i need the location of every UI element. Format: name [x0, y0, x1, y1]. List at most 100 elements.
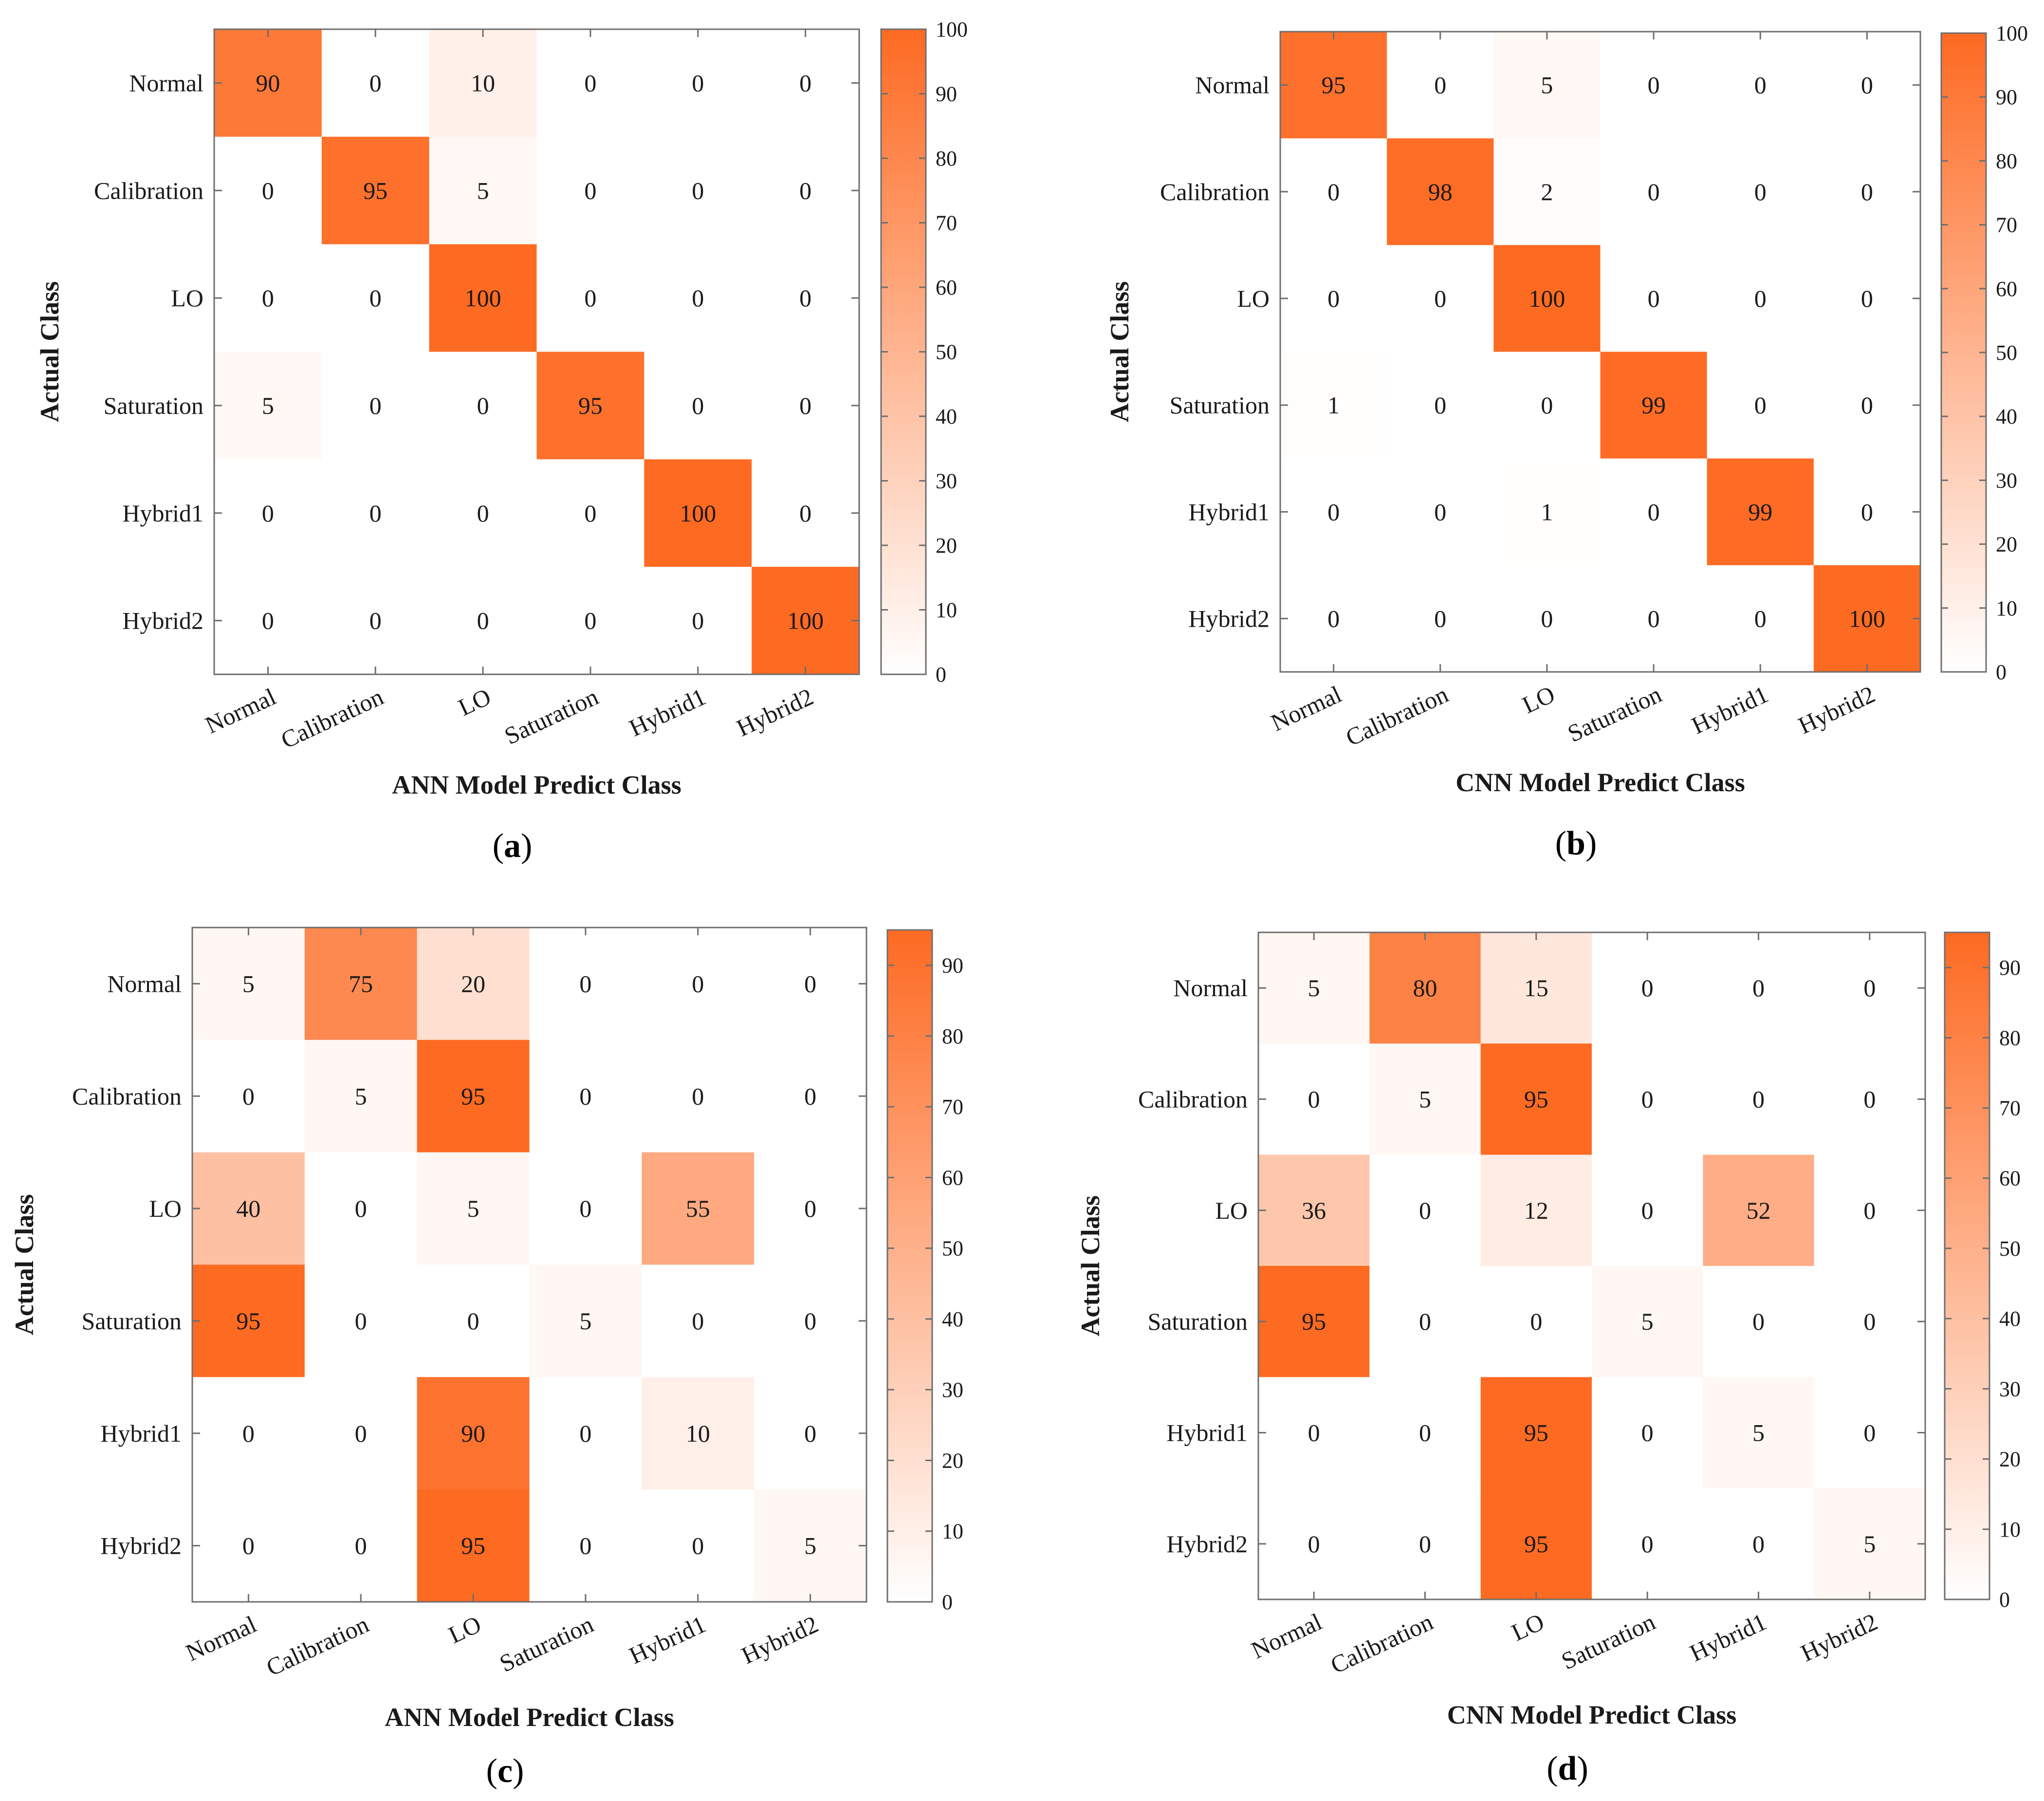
colorbar-tick-label: 40	[1999, 1307, 2021, 1331]
cell-r0-c1	[1369, 932, 1481, 1044]
cell-value-r3-c1: 0	[369, 392, 382, 419]
cell-r4-c0	[1258, 1377, 1370, 1489]
cell-r3-c0	[1258, 1266, 1370, 1377]
cell-r5-c3	[529, 1489, 642, 1602]
cell-value-r1-c3: 0	[579, 1082, 591, 1110]
colorbar-frame	[1944, 931, 1990, 1600]
cell-value-r0-c2: 5	[1541, 72, 1553, 99]
colorbar-tick-label: 50	[942, 1237, 963, 1261]
cell-value-r5-c3: 0	[1648, 605, 1660, 632]
cell-r3-c4	[644, 352, 752, 460]
cell-r3-c2	[429, 352, 537, 460]
cell-r5-c2	[417, 1489, 530, 1602]
cell-r5-c1	[304, 1489, 418, 1602]
x-tick-label: Hybrid2	[1794, 680, 1879, 739]
cell-value-r3-c5: 0	[1863, 1308, 1876, 1335]
cell-r4-c2	[1493, 458, 1601, 566]
cell-r0-c3	[1592, 932, 1703, 1044]
cell-value-r0-c3: 0	[584, 69, 596, 96]
cell-r5-c4	[1707, 565, 1814, 672]
cell-r1-c4	[644, 136, 752, 245]
cell-value-r0-c4: 0	[692, 970, 704, 997]
cell-r2-c5	[752, 244, 860, 352]
cell-r5-c0	[214, 567, 322, 675]
cell-r1-c1	[321, 136, 430, 245]
cell-value-r0-c1: 75	[349, 970, 373, 997]
cell-r0-c5	[1813, 32, 1921, 139]
y-tick-label: Hybrid2	[1188, 605, 1270, 632]
x-tick-label: Calibration	[276, 683, 387, 754]
cell-r1-c4	[1703, 1043, 1815, 1155]
cell-value-r3-c3: 99	[1641, 391, 1666, 419]
cell-r2-c4	[642, 1152, 755, 1265]
cell-r1-c1	[1369, 1043, 1481, 1155]
cell-value-r3-c2: 0	[477, 392, 489, 419]
cell-value-r4-c1: 0	[1434, 498, 1446, 525]
y-tick-label: LO	[149, 1195, 182, 1222]
cell-r1-c0	[214, 136, 322, 245]
cell-r3-c3	[1600, 352, 1708, 459]
cell-value-r5-c2: 95	[461, 1532, 485, 1560]
cell-r4-c1	[1369, 1377, 1481, 1489]
cell-value-r0-c4: 0	[1754, 72, 1767, 99]
x-tick-label: Normal	[201, 683, 280, 739]
cell-value-r4-c4: 100	[680, 500, 716, 527]
cell-value-r0-c0: 5	[1308, 974, 1320, 1002]
plot-frame	[213, 28, 860, 675]
cell-r2-c4	[644, 244, 752, 352]
cell-value-r2-c5: 0	[1863, 1197, 1876, 1224]
cell-value-r3-c4: 0	[692, 392, 704, 419]
cell-value-r5-c0: 0	[262, 607, 274, 634]
cell-r4-c5	[752, 459, 860, 567]
cell-r4-c1	[321, 459, 430, 567]
colorbar-frame	[886, 929, 933, 1603]
y-axis-label: Actual Class	[35, 281, 64, 423]
cell-value-r5-c5: 5	[1863, 1530, 1876, 1558]
cell-r3-c1	[1369, 1266, 1481, 1377]
cell-r2-c0	[214, 244, 322, 352]
x-tick-label: Hybrid1	[1685, 1608, 1770, 1667]
cell-value-r5-c2: 0	[1541, 605, 1553, 632]
cell-value-r5-c4: 0	[1754, 605, 1767, 632]
x-axis-label: ANN Model Predict Class	[392, 770, 681, 799]
colorbar-tick-label: 20	[1999, 1448, 2021, 1471]
colorbar-tick-label: 20	[1996, 533, 2017, 557]
cell-r0-c4	[642, 928, 755, 1040]
colorbar-tick-label: 50	[936, 340, 957, 364]
colorbar-tick-label: 70	[1996, 213, 2017, 237]
cell-value-r5-c3: 0	[1641, 1530, 1654, 1558]
y-tick-label: LO	[171, 284, 203, 312]
cell-value-r2-c5: 0	[799, 284, 811, 312]
cell-r0-c5	[1814, 932, 1926, 1044]
cell-r0-c2	[417, 928, 530, 1040]
cell-r1-c2	[417, 1040, 530, 1153]
y-tick-label: Normal	[1173, 974, 1248, 1002]
cell-value-r4-c3: 0	[584, 500, 596, 527]
cell-r0-c4	[1703, 932, 1815, 1044]
cell-r4-c4	[642, 1377, 755, 1490]
cell-value-r4-c0: 0	[1327, 498, 1340, 525]
colorbar-tick-label: 40	[942, 1307, 963, 1331]
cell-r0-c3	[1600, 32, 1708, 139]
y-tick-label: Saturation	[1169, 391, 1270, 419]
cell-r1-c4	[1707, 138, 1814, 245]
cell-value-r2-c5: 0	[1861, 285, 1873, 312]
colorbar-tick-label: 100	[1996, 21, 2028, 45]
cell-value-r2-c1: 0	[1419, 1197, 1431, 1224]
x-tick-label: Normal	[1247, 1608, 1326, 1664]
y-tick-label: Hybrid2	[100, 1532, 182, 1560]
cell-value-r0-c2: 10	[471, 69, 495, 96]
cell-r3-c1	[321, 352, 430, 460]
cell-r2-c3	[1600, 245, 1708, 352]
colorbar-tick-label: 70	[936, 211, 957, 235]
y-tick-label: LO	[1237, 285, 1270, 312]
cell-r1-c0	[1258, 1043, 1370, 1155]
y-tick-label: LO	[1215, 1197, 1248, 1224]
panel-a: 90 0 10 0 0 00 95 5 0 0 00 0 100 0 0 05 0 0 95 0 00 0 0 0 100 00 0…	[35, 18, 968, 865]
cell-value-r2-c0: 36	[1302, 1197, 1326, 1224]
cell-r2-c3	[529, 1152, 642, 1265]
cell-r4-c2	[1480, 1377, 1592, 1489]
cell-value-r4-c3: 0	[1648, 498, 1660, 525]
cell-value-r5-c1: 0	[1419, 1530, 1431, 1558]
cell-value-r5-c3: 0	[579, 1532, 591, 1560]
